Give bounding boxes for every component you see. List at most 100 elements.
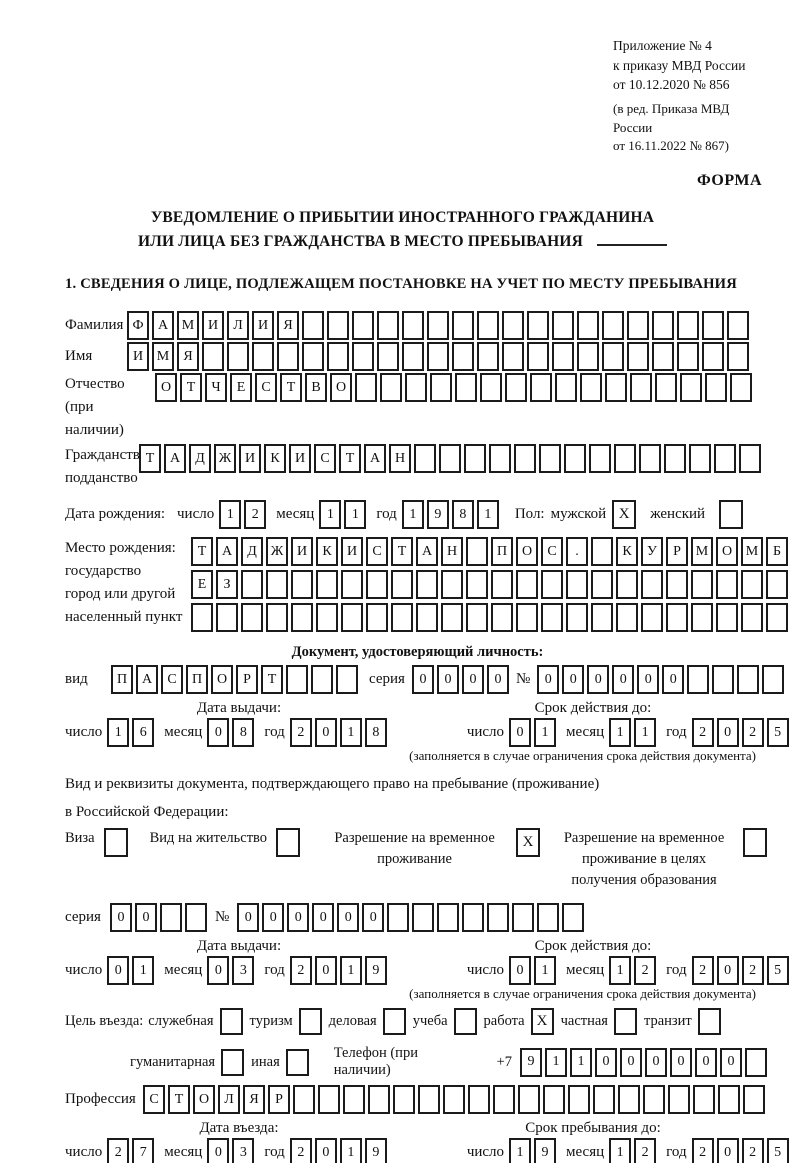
char-cell[interactable]: Б bbox=[766, 537, 788, 567]
char-cell[interactable] bbox=[616, 603, 638, 633]
char-cell[interactable]: И bbox=[341, 537, 363, 567]
char-cell[interactable]: 9 bbox=[534, 1138, 557, 1163]
char-cell[interactable] bbox=[541, 570, 563, 600]
char-cell[interactable] bbox=[241, 570, 263, 600]
char-cell[interactable]: А bbox=[152, 311, 174, 341]
char-cell[interactable] bbox=[716, 603, 738, 633]
char-cell[interactable] bbox=[462, 903, 485, 933]
char-cell[interactable]: К bbox=[616, 537, 638, 567]
char-cell[interactable]: О bbox=[155, 373, 177, 403]
char-cell[interactable] bbox=[352, 311, 374, 341]
char-cell[interactable]: 0 bbox=[461, 665, 484, 695]
char-cell[interactable] bbox=[516, 603, 538, 633]
char-cell[interactable]: 1 bbox=[339, 1138, 362, 1163]
char-cell[interactable] bbox=[666, 570, 688, 600]
char-cell[interactable] bbox=[477, 311, 499, 341]
char-cell[interactable]: 0 bbox=[645, 1047, 667, 1077]
char-cell[interactable] bbox=[580, 373, 602, 403]
char-cell[interactable] bbox=[316, 603, 338, 633]
char-cell[interactable]: Т bbox=[191, 537, 213, 567]
char-cell[interactable]: 0 bbox=[107, 956, 130, 986]
char-cell[interactable]: 0 bbox=[509, 956, 532, 986]
char-cell[interactable]: 2 bbox=[244, 500, 267, 530]
char-cell[interactable]: 1 bbox=[401, 500, 424, 530]
char-cell[interactable]: 0 bbox=[237, 903, 260, 933]
char-cell[interactable]: П bbox=[186, 665, 208, 695]
char-cell[interactable]: 1 bbox=[570, 1047, 592, 1077]
purpose-delovaya-checkbox[interactable] bbox=[382, 1008, 406, 1036]
char-cell[interactable]: Т bbox=[280, 373, 302, 403]
char-cell[interactable] bbox=[527, 311, 549, 341]
char-cell[interactable]: . bbox=[566, 537, 588, 567]
char-cell[interactable] bbox=[566, 570, 588, 600]
char-cell[interactable] bbox=[227, 342, 249, 372]
char-cell[interactable] bbox=[552, 311, 574, 341]
char-cell[interactable]: 2 bbox=[634, 1138, 657, 1163]
char-cell[interactable] bbox=[514, 444, 536, 474]
char-cell[interactable]: И bbox=[252, 311, 274, 341]
char-cell[interactable] bbox=[402, 342, 424, 372]
char-cell[interactable] bbox=[412, 903, 435, 933]
char-cell[interactable]: 0 bbox=[362, 903, 385, 933]
char-cell[interactable]: 2 bbox=[289, 1138, 312, 1163]
char-cell[interactable]: 9 bbox=[364, 956, 387, 986]
char-cell[interactable] bbox=[380, 373, 402, 403]
char-cell[interactable]: И bbox=[127, 342, 149, 372]
char-cell[interactable] bbox=[766, 570, 788, 600]
char-cell[interactable] bbox=[505, 373, 527, 403]
char-cell[interactable] bbox=[630, 373, 652, 403]
char-cell[interactable] bbox=[739, 444, 761, 474]
char-cell[interactable]: 1 bbox=[476, 500, 499, 530]
sex-male-checkbox[interactable]: X bbox=[612, 500, 637, 530]
char-cell[interactable] bbox=[766, 603, 788, 633]
char-cell[interactable] bbox=[430, 373, 452, 403]
char-cell[interactable]: Я bbox=[177, 342, 199, 372]
char-cell[interactable]: 0 bbox=[287, 903, 310, 933]
char-cell[interactable]: 2 bbox=[691, 956, 714, 986]
char-cell[interactable] bbox=[277, 342, 299, 372]
birth-place-row-3[interactable] bbox=[191, 603, 791, 633]
purpose-ucheba-checkbox[interactable] bbox=[453, 1008, 477, 1036]
char-cell[interactable] bbox=[705, 373, 727, 403]
char-cell[interactable]: 2 bbox=[741, 1138, 764, 1163]
char-cell[interactable] bbox=[530, 373, 552, 403]
char-cell[interactable]: 0 bbox=[537, 665, 560, 695]
char-cell[interactable]: О bbox=[716, 537, 738, 567]
char-cell[interactable]: 9 bbox=[426, 500, 449, 530]
char-cell[interactable] bbox=[466, 603, 488, 633]
char-cell[interactable]: 0 bbox=[509, 718, 532, 748]
char-cell[interactable] bbox=[159, 903, 182, 933]
purpose-gumanitarnaya-checkbox[interactable] bbox=[221, 1048, 245, 1076]
char-cell[interactable] bbox=[387, 903, 410, 933]
char-cell[interactable]: Т bbox=[339, 444, 361, 474]
char-cell[interactable] bbox=[416, 603, 438, 633]
char-cell[interactable] bbox=[491, 603, 513, 633]
char-cell[interactable] bbox=[455, 373, 477, 403]
char-cell[interactable] bbox=[352, 342, 374, 372]
char-cell[interactable] bbox=[564, 444, 586, 474]
char-cell[interactable] bbox=[605, 373, 627, 403]
char-cell[interactable]: 1 bbox=[545, 1047, 567, 1077]
char-cell[interactable] bbox=[477, 342, 499, 372]
char-cell[interactable]: 0 bbox=[662, 665, 685, 695]
char-cell[interactable]: Я bbox=[243, 1085, 265, 1115]
char-cell[interactable] bbox=[527, 342, 549, 372]
char-cell[interactable] bbox=[712, 665, 735, 695]
char-cell[interactable] bbox=[516, 570, 538, 600]
char-cell[interactable]: С bbox=[161, 665, 183, 695]
char-cell[interactable] bbox=[614, 444, 636, 474]
char-cell[interactable]: 1 bbox=[534, 956, 557, 986]
char-cell[interactable]: 0 bbox=[314, 956, 337, 986]
char-cell[interactable]: Ж bbox=[266, 537, 288, 567]
char-cell[interactable]: 8 bbox=[451, 500, 474, 530]
char-cell[interactable] bbox=[639, 444, 661, 474]
